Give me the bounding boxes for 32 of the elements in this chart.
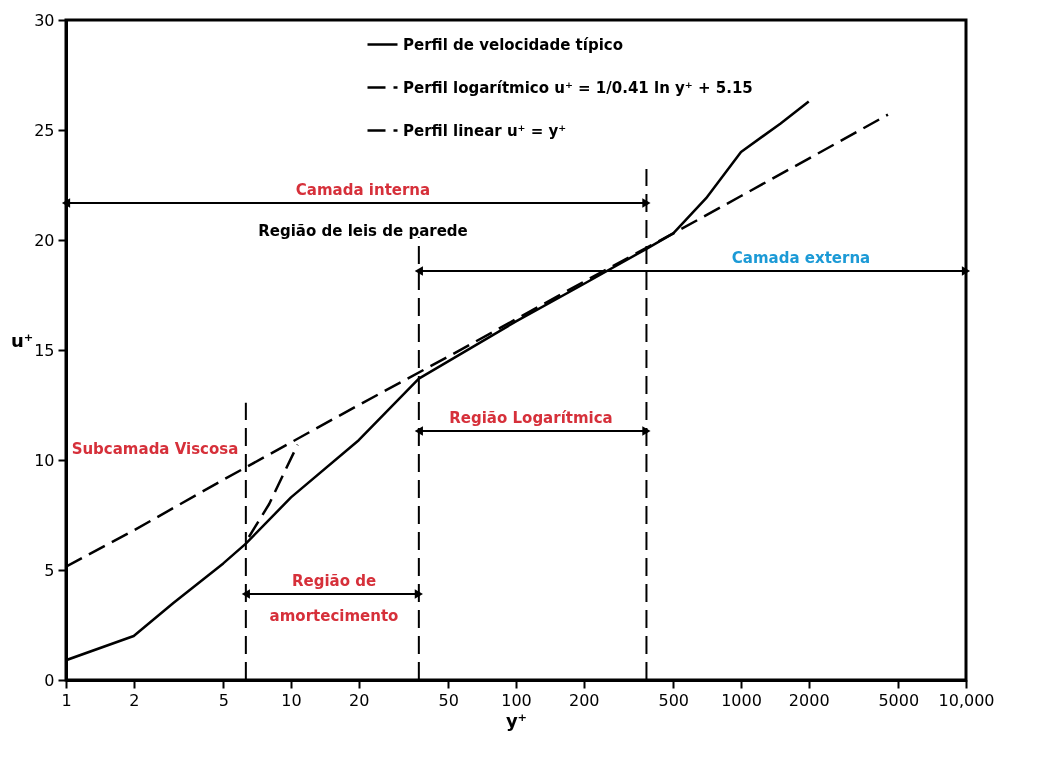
x-tick-label: 1000 <box>721 690 762 710</box>
x-tick-label: 5000 <box>878 690 920 710</box>
annotation: Subcamada Viscosa <box>71 440 239 458</box>
y-tick-label: 5 <box>44 560 55 580</box>
x-tick-label: 2000 <box>788 690 830 710</box>
legend-label: Perfil logarítmico u⁺ = 1/0.41 ln y⁺ + 5.15 <box>403 78 753 97</box>
legend-label: Perfil linear u⁺ = y⁺ <box>403 121 567 140</box>
y-tick-label: 15 <box>34 340 55 360</box>
x-tick-label: 1 <box>61 690 72 710</box>
annotation: Camada externa <box>731 249 871 267</box>
x-tick-label: 20 <box>349 690 370 710</box>
x-tick-label: 200 <box>568 690 600 710</box>
y-tick-label: 10 <box>34 450 55 470</box>
annotation: Região Logarítmica <box>449 409 613 427</box>
x-tick-label: 2 <box>129 690 140 710</box>
annotation: Região de leis de parede <box>258 222 468 240</box>
x-tick-label: 10 <box>281 690 302 710</box>
legend-label: Perfil de velocidade típico <box>403 35 623 54</box>
x-tick-label: 500 <box>658 690 690 710</box>
x-tick-label: 50 <box>438 690 459 710</box>
x-tick-label: 10,000 <box>938 690 995 710</box>
y-tick-label: 0 <box>44 670 55 690</box>
annotation: Camada interna <box>295 181 431 199</box>
x-tick-label: 100 <box>501 690 532 710</box>
x-axis-title: y⁺ <box>505 709 528 731</box>
y-tick-label: 30 <box>34 10 55 30</box>
x-tick-label: 5 <box>218 690 229 710</box>
y-tick-label: 25 <box>34 120 55 140</box>
y-axis-title: u⁺ <box>10 329 34 351</box>
annotation: Região de <box>291 572 377 590</box>
y-tick-label: 20 <box>34 230 55 250</box>
annotation: amortecimento <box>269 607 399 625</box>
